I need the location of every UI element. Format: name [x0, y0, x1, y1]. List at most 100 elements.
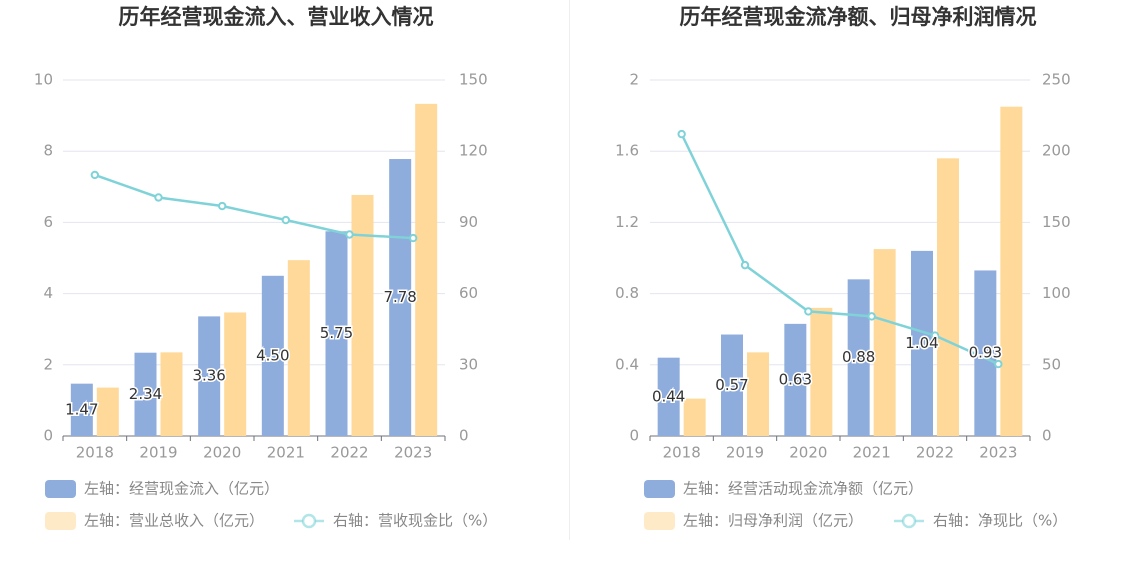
legend-label: 左轴：归母净利润（亿元）: [683, 512, 863, 530]
y-left-tick-label: 2: [43, 355, 53, 373]
bar-2023-right: [415, 103, 438, 437]
legend-swatch-marker[interactable]: [301, 513, 317, 529]
y-right-tick-label: 90: [459, 213, 478, 231]
y-left-tick-label: 0: [43, 427, 53, 445]
bar-2022-right: [351, 194, 374, 436]
x-tick-label: 2022: [330, 444, 368, 462]
x-tick-label: 2019: [139, 444, 177, 462]
legend-label: 左轴：营业总收入（亿元）: [84, 512, 264, 530]
data-label: 0.57: [715, 376, 748, 394]
data-label: 3.36: [192, 367, 225, 385]
legend-swatch-bar[interactable]: [45, 512, 76, 530]
bar-2023-left: [974, 270, 997, 436]
y-right-tick-label: 60: [459, 284, 478, 302]
bar-2021-left: [261, 275, 284, 436]
y-left-tick-label: 6: [43, 213, 53, 231]
x-tick-label: 2023: [394, 444, 432, 462]
y-right-tick-label: 200: [1042, 142, 1071, 160]
bar-2018-right: [683, 398, 706, 436]
line-point-2023: [408, 233, 418, 243]
bar-2023-right: [1000, 106, 1023, 436]
bar-2019-right: [747, 352, 769, 436]
bar-2020-left: [198, 316, 221, 436]
data-label: 7.78: [383, 288, 416, 306]
line-point-2023: [994, 359, 1003, 369]
line-point-2019: [154, 193, 163, 202]
bar-2021-left: [847, 279, 870, 436]
y-right-tick-label: 250: [1042, 71, 1071, 89]
bar-2018-right: [96, 387, 119, 436]
y-right-tick-label: 100: [1042, 284, 1071, 302]
x-tick-label: 2018: [663, 444, 701, 462]
bar-2019-left: [721, 334, 743, 436]
data-label: 2.34: [129, 385, 162, 403]
y-right-tick-label: 150: [459, 71, 488, 89]
y-left-tick-label: 10: [34, 71, 53, 89]
y-left-tick-label: 0: [629, 427, 639, 445]
bar-2020-right: [224, 312, 247, 436]
y-right-tick-label: 0: [1042, 427, 1052, 445]
y-right-tick-label: 50: [1042, 355, 1061, 373]
legend-label: 右轴：营收现金比（%）: [333, 512, 497, 530]
bar-2019-right: [160, 352, 183, 436]
y-left-tick-label: 8: [43, 142, 53, 160]
line-point-2021: [281, 215, 291, 225]
bar-2019-left: [134, 352, 157, 436]
y-left-tick-label: 1.6: [615, 142, 639, 160]
line-point-2020: [217, 201, 227, 211]
legend-label: 左轴：经营现金流入（亿元）: [84, 480, 279, 498]
line-point-2020: [804, 307, 813, 316]
legend-label: 右轴：净现比（%）: [933, 512, 1067, 530]
legend-swatch-marker[interactable]: [901, 513, 917, 529]
legend-label: 左轴：经营活动现金流净额（亿元）: [683, 480, 923, 498]
chart-title: 历年经营现金流净额、归母净利润情况: [680, 5, 1037, 29]
line-point-2018: [90, 170, 100, 180]
data-label: 0.93: [969, 344, 1002, 362]
panel-divider: [569, 0, 570, 540]
bar-2022-right: [937, 158, 959, 436]
bar-2020-right: [810, 307, 833, 436]
data-label: 1.04: [905, 334, 938, 352]
data-label: 0.63: [779, 370, 812, 388]
x-tick-label: 2023: [979, 444, 1017, 462]
line-point-2022: [345, 230, 354, 239]
y-left-tick-label: 2: [629, 71, 639, 89]
data-label: 1.47: [65, 400, 98, 418]
line-point-2019: [740, 260, 750, 270]
bar-2022-left: [325, 231, 348, 436]
data-label: 4.50: [256, 346, 289, 364]
chart-title: 历年经营现金流入、营业收入情况: [119, 5, 434, 29]
legend-swatch-bar[interactable]: [45, 480, 76, 498]
x-tick-label: 2019: [726, 444, 764, 462]
y-left-tick-label: 0.8: [615, 284, 639, 302]
legend-swatch-bar[interactable]: [644, 480, 675, 498]
line-point-2018: [677, 129, 686, 139]
x-tick-label: 2021: [853, 444, 891, 462]
x-tick-label: 2020: [203, 444, 241, 462]
bar-2018-left: [657, 357, 680, 436]
y-left-tick-label: 4: [43, 284, 53, 302]
line-series: [94, 173, 414, 240]
bar-2021-right: [287, 260, 310, 436]
y-right-tick-label: 150: [1042, 213, 1071, 231]
y-right-tick-label: 30: [459, 355, 478, 373]
bar-2018-left: [70, 383, 93, 436]
x-tick-label: 2020: [789, 444, 827, 462]
y-left-tick-label: 1.2: [615, 213, 639, 231]
y-right-tick-label: 0: [459, 427, 469, 445]
data-label: 5.75: [320, 324, 353, 342]
line-series: [680, 133, 999, 366]
bar-2022-left: [911, 250, 933, 436]
line-point-2022: [930, 331, 940, 340]
y-right-tick-label: 120: [459, 142, 488, 160]
x-tick-label: 2022: [916, 444, 954, 462]
data-label: 0.88: [842, 348, 875, 366]
x-tick-label: 2021: [267, 444, 305, 462]
data-label: 0.44: [652, 387, 685, 405]
x-tick-label: 2018: [76, 444, 114, 462]
bar-2020-left: [784, 323, 807, 436]
bar-2021-right: [873, 249, 896, 436]
line-point-2021: [867, 312, 876, 321]
legend-swatch-bar[interactable]: [644, 512, 675, 530]
